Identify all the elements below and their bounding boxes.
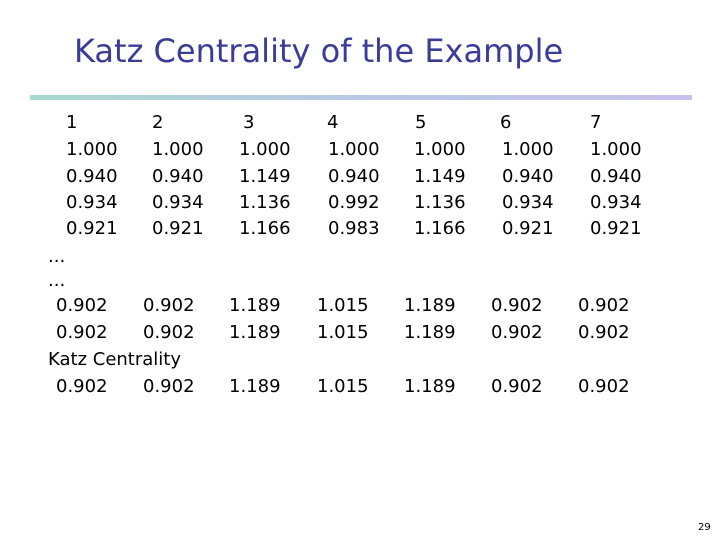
katz-node1: 0.902 bbox=[56, 376, 108, 397]
late1-node3: 1.189 bbox=[229, 295, 281, 316]
iter2-node1: 0.940 bbox=[66, 166, 118, 187]
late1-node2: 0.902 bbox=[143, 295, 195, 316]
late2-node4: 1.015 bbox=[317, 322, 369, 343]
slide-title: Katz Centrality of the Example bbox=[74, 32, 564, 70]
iter2-node4: 0.940 bbox=[328, 166, 380, 187]
iter4-node2: 0.921 bbox=[152, 218, 204, 239]
iter1-node5: 1.000 bbox=[414, 139, 466, 160]
iter2-node6: 0.940 bbox=[502, 166, 554, 187]
katz-node4: 1.015 bbox=[317, 376, 369, 397]
page-number: 29 bbox=[698, 522, 711, 533]
title-divider bbox=[30, 95, 692, 100]
iter4-node7: 0.921 bbox=[590, 218, 642, 239]
node-header-2: 2 bbox=[152, 112, 164, 133]
katz-node7: 0.902 bbox=[578, 376, 630, 397]
iter2-node5: 1.149 bbox=[414, 166, 466, 187]
katz-node5: 1.189 bbox=[404, 376, 456, 397]
late2-node1: 0.902 bbox=[56, 322, 108, 343]
iter1-node7: 1.000 bbox=[590, 139, 642, 160]
node-header-4: 4 bbox=[327, 112, 339, 133]
iter1-node2: 1.000 bbox=[152, 139, 204, 160]
katz-node6: 0.902 bbox=[491, 376, 543, 397]
iter2-node7: 0.940 bbox=[590, 166, 642, 187]
iter1-node1: 1.000 bbox=[66, 139, 118, 160]
ellipsis-2: ... bbox=[48, 270, 66, 291]
katz-centrality-label: Katz Centrality bbox=[48, 349, 181, 370]
node-header-5: 5 bbox=[415, 112, 427, 133]
late2-node3: 1.189 bbox=[229, 322, 281, 343]
node-header-7: 7 bbox=[590, 112, 602, 133]
late2-node5: 1.189 bbox=[404, 322, 456, 343]
ellipsis-1: ... bbox=[48, 246, 66, 267]
iter1-node4: 1.000 bbox=[328, 139, 380, 160]
iter4-node3: 1.166 bbox=[239, 218, 291, 239]
late1-node1: 0.902 bbox=[56, 295, 108, 316]
iter1-node6: 1.000 bbox=[502, 139, 554, 160]
iter4-node1: 0.921 bbox=[66, 218, 118, 239]
node-header-1: 1 bbox=[66, 112, 78, 133]
iter3-node5: 1.136 bbox=[414, 192, 466, 213]
node-header-6: 6 bbox=[500, 112, 512, 133]
iter4-node5: 1.166 bbox=[414, 218, 466, 239]
iter4-node6: 0.921 bbox=[502, 218, 554, 239]
late1-node4: 1.015 bbox=[317, 295, 369, 316]
iter1-node3: 1.000 bbox=[239, 139, 291, 160]
iter3-node7: 0.934 bbox=[590, 192, 642, 213]
katz-node3: 1.189 bbox=[229, 376, 281, 397]
late2-node2: 0.902 bbox=[143, 322, 195, 343]
node-header-3: 3 bbox=[243, 112, 255, 133]
late2-node6: 0.902 bbox=[491, 322, 543, 343]
iter3-node3: 1.136 bbox=[239, 192, 291, 213]
iter3-node6: 0.934 bbox=[502, 192, 554, 213]
late1-node5: 1.189 bbox=[404, 295, 456, 316]
iter2-node3: 1.149 bbox=[239, 166, 291, 187]
late1-node7: 0.902 bbox=[578, 295, 630, 316]
iter3-node1: 0.934 bbox=[66, 192, 118, 213]
katz-node2: 0.902 bbox=[143, 376, 195, 397]
iter4-node4: 0.983 bbox=[328, 218, 380, 239]
late1-node6: 0.902 bbox=[491, 295, 543, 316]
iter3-node4: 0.992 bbox=[328, 192, 380, 213]
iter2-node2: 0.940 bbox=[152, 166, 204, 187]
iter3-node2: 0.934 bbox=[152, 192, 204, 213]
late2-node7: 0.902 bbox=[578, 322, 630, 343]
